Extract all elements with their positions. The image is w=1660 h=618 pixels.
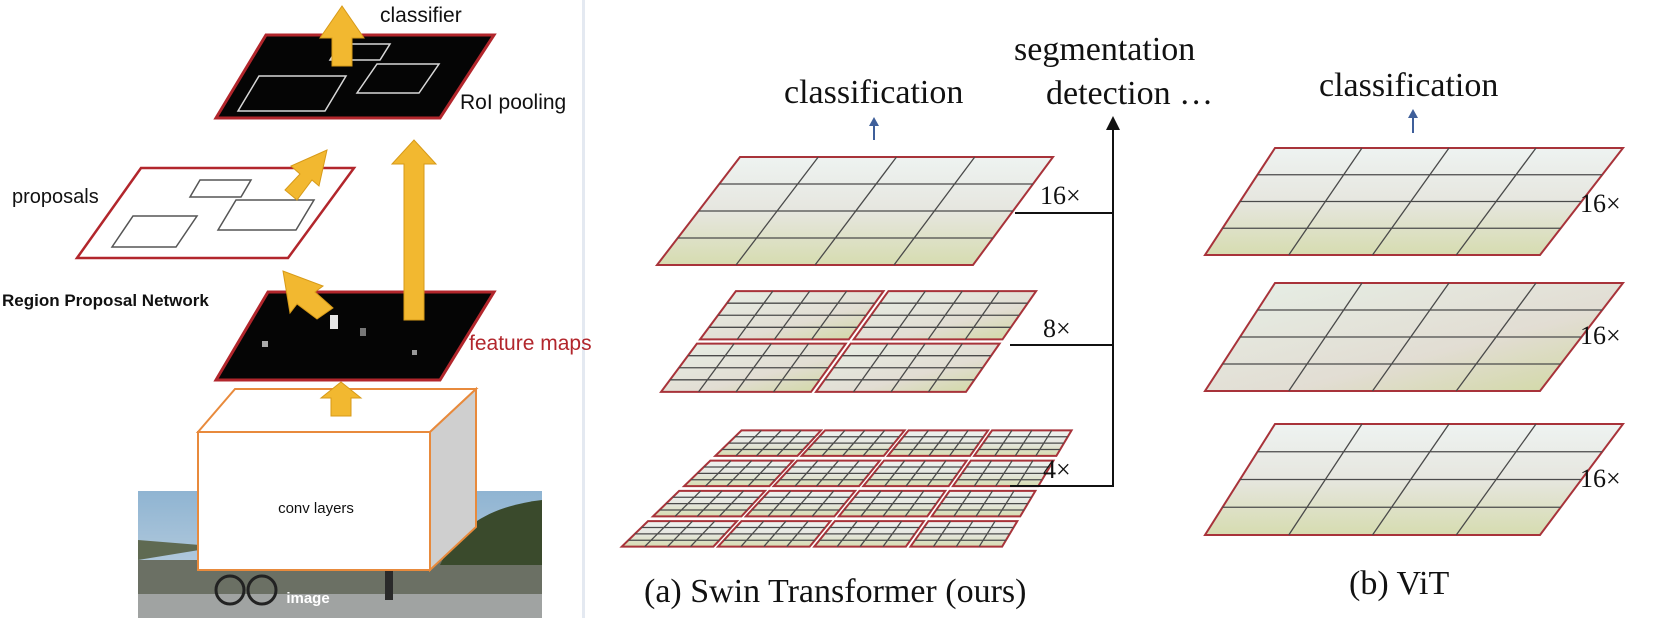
swin-level-4x-r0c2 <box>885 429 990 457</box>
arrow-features-to-roi <box>390 139 438 321</box>
swin-level-8x-r0c1 <box>851 290 1039 341</box>
swin-level-4x-r2c0 <box>650 489 768 518</box>
classifier-label: classifier <box>380 4 462 27</box>
swin-level-8x-r1c1 <box>814 342 1002 393</box>
proposals-label: proposals <box>12 186 99 208</box>
swin-level-4x-r2c3 <box>929 489 1038 518</box>
swin-level-8x-r0c0 <box>698 290 886 341</box>
swin-level-4x-r3c3 <box>908 520 1020 548</box>
swin-level-4x-r0c0 <box>712 429 824 457</box>
swin-level-4x-r3c1 <box>715 520 833 548</box>
vit-scale-16x-bottom: 16× <box>1580 464 1621 493</box>
conv-layers-box <box>195 386 479 573</box>
vit-level-bottom <box>1203 423 1625 536</box>
swin-level-4x-r3c0 <box>619 520 740 548</box>
small-arrow-vit <box>1408 109 1418 133</box>
swin-level-4x-r1c0 <box>681 459 796 488</box>
swin-level-4x-r2c2 <box>836 489 948 518</box>
swin-scale-8x: 8× <box>1043 314 1071 343</box>
roi-pooling-plane <box>213 33 497 120</box>
roi-pooling-label: RoI pooling <box>460 91 566 114</box>
vit-level-top <box>1203 147 1626 256</box>
swin-level-16x <box>654 156 1055 266</box>
swin-level-8x-r1c0 <box>659 342 848 393</box>
swin-scale-4x: 4× <box>1043 455 1071 484</box>
swin-level-4x-r1c2 <box>861 459 969 488</box>
swin-scale-16x: 16× <box>1040 181 1081 210</box>
vit-level-mid <box>1203 282 1626 392</box>
swin-classification-label: classification <box>784 74 963 111</box>
arrow-conv-to-features <box>319 381 363 417</box>
arrow-to-classifier <box>319 5 365 67</box>
swin-level-4x-r2c1 <box>743 489 858 518</box>
swin-level-4x-r1c3 <box>951 459 1056 488</box>
detection-label: detection … <box>1046 75 1213 112</box>
feature-map-plane <box>213 290 497 382</box>
conv-layers-label: conv layers <box>278 500 354 517</box>
arrow-proposals-to-roi <box>284 149 328 201</box>
vit-diagram <box>1203 147 1626 536</box>
swin-diagram <box>619 156 1074 548</box>
vit-scale-16x-mid: 16× <box>1580 321 1621 350</box>
rpn-label: Region Proposal Network <box>2 291 209 310</box>
swin-level-4x-r3c2 <box>812 520 926 548</box>
small-arrow-swin <box>869 117 879 140</box>
multiscale-connector <box>1010 116 1120 487</box>
vit-scale-16x-top: 16× <box>1580 189 1621 218</box>
pipeline-arrows <box>282 5 438 417</box>
segmentation-label: segmentation <box>1014 31 1195 68</box>
arrow-rpn-to-proposals <box>282 270 334 320</box>
swin-level-4x-r0c3 <box>972 429 1074 457</box>
vit-caption: (b) ViT <box>1349 565 1449 602</box>
swin-caption: (a) Swin Transformer (ours) <box>644 573 1026 610</box>
proposals-plane <box>74 166 357 260</box>
feature-maps-label: feature maps <box>469 332 592 355</box>
swin-level-4x-r0c1 <box>799 429 907 457</box>
vit-classification-label: classification <box>1319 67 1498 104</box>
image-label: image <box>286 590 329 607</box>
swin-level-4x-r1c1 <box>771 459 882 488</box>
